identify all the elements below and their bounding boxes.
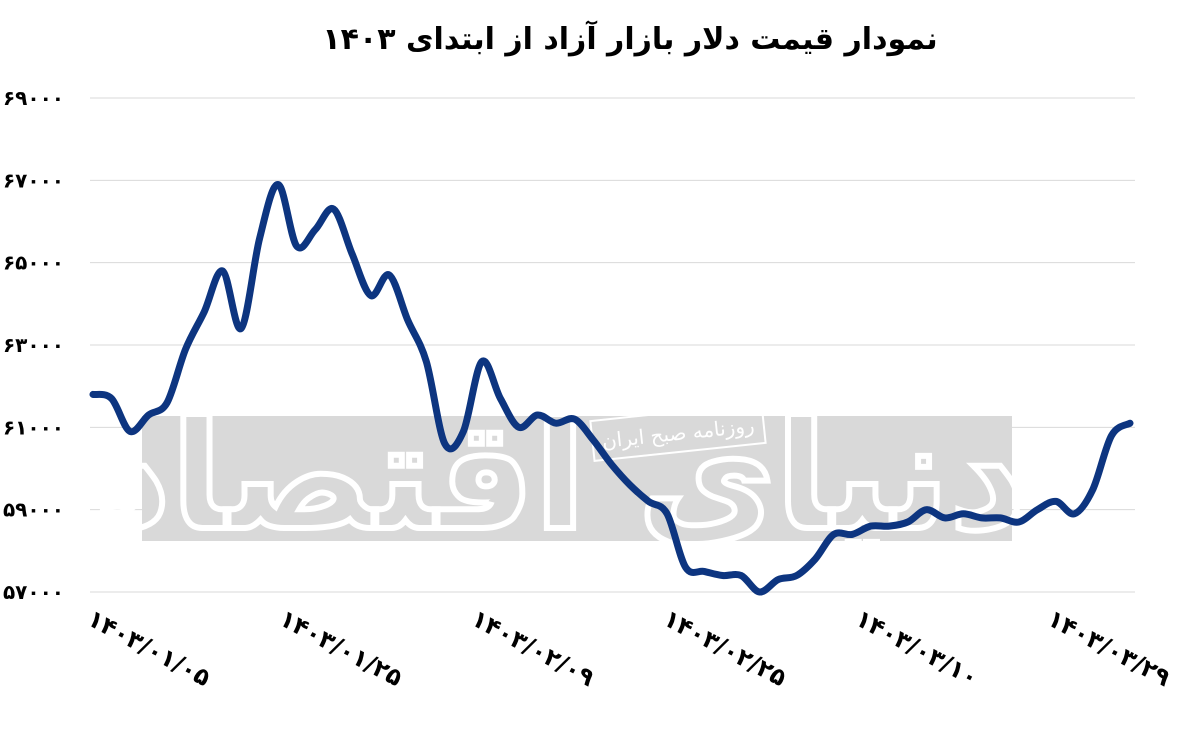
watermark-brand: دنیای اقتصاد [94,390,1027,564]
y-tick-label: ۶۱۰۰۰ [3,415,64,439]
chart-title: نمودار قیمت دلار بازار آزاد از ابتدای ۱۴… [322,22,938,57]
y-tick-label: ۶۹۰۰۰ [3,86,64,110]
y-tick-label: ۶۵۰۰۰ [3,251,64,275]
y-tick-label: ۵۷۰۰۰ [3,580,64,604]
x-tick-label: ۱۴۰۳/۰۱/۰۵ [83,604,215,692]
watermark-band [142,416,1012,541]
y-tick-label: ۵۹۰۰۰ [3,498,64,522]
series-line [89,181,1134,596]
x-tick-label: ۱۴۰۳/۰۳/۱۰ [851,604,983,692]
x-axis-tick-labels: ۱۴۰۳/۰۱/۰۵ ۱۴۰۳/۰۱/۲۵ ۱۴۰۳/۰۲/۰۹ ۱۴۰۳/۰۲/۲۵… [83,604,1175,692]
x-tick-label: ۱۴۰۳/۰۳/۲۹ [1043,604,1175,692]
x-tick-label: ۱۴۰۳/۰۲/۰۹ [467,604,599,692]
y-tick-label: ۶۷۰۰۰ [3,168,64,192]
x-tick-label: ۱۴۰۳/۰۲/۲۵ [659,604,791,692]
watermark: دنیای اقتصاد روزنامه صبح ایران [91,387,1030,567]
y-axis-tick-labels: ۵۷۰۰۰ ۵۹۰۰۰ ۶۱۰۰۰ ۶۳۰۰۰ ۶۵۰۰۰ ۶۷۰۰۰ ۶۹۰۰۰ [3,86,64,604]
y-tick-label: ۶۳۰۰۰ [3,333,64,357]
x-tick-label: ۱۴۰۳/۰۱/۲۵ [275,604,407,692]
